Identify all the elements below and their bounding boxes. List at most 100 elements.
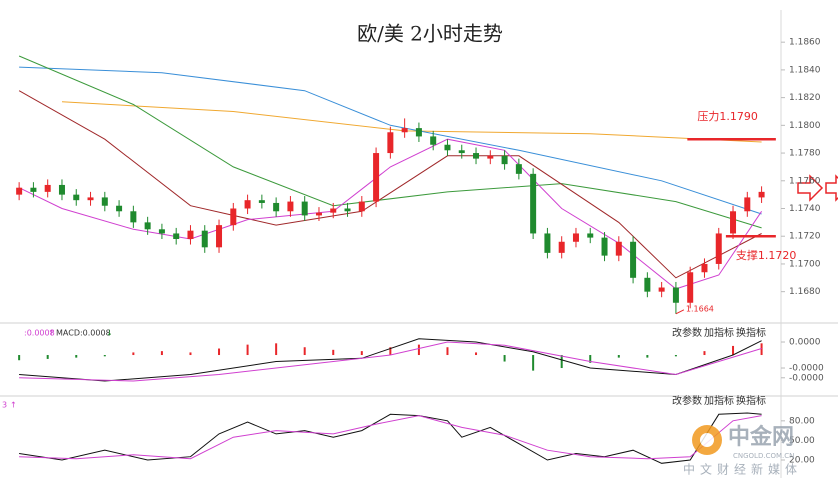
indicator-button[interactable]: 改参数 [672,326,702,339]
candle-body [373,153,380,202]
candle-body [558,241,565,253]
indicator-button[interactable]: 加指标 [704,326,734,339]
arrow-glyph: ↑ [10,401,17,410]
y-tick-label: 20.00 [789,455,815,465]
y-tick-label: 1.1780 [789,149,821,159]
candle-body [587,233,594,238]
candle-body [401,128,408,133]
indicator-line [19,66,762,215]
candle-body [44,184,51,192]
candle-body [601,237,608,256]
macd-bar [360,351,363,356]
kdj-header: 3 [2,401,7,410]
indicator-line [18,90,762,279]
macd-bar [732,345,735,356]
macd-bar [560,355,563,369]
candle-body [515,164,522,174]
candle-body [258,200,265,203]
macd-bar [132,352,135,356]
macd-bar [646,355,649,358]
candle-body [530,173,537,234]
candle-body [116,205,123,212]
candle-body [458,150,465,154]
macd-bar [703,351,706,356]
low-pointer [675,309,685,315]
candle-body [672,287,679,303]
y-tick-label: 1.1720 [789,232,821,242]
y-tick-label: 0.0000 [789,338,821,348]
indicator-button[interactable]: 换指标 [736,394,766,407]
candle-body [187,230,194,239]
candle-body [501,155,508,165]
candle-body [130,211,137,223]
indicator-line [19,412,762,464]
indicator-button[interactable]: 改参数 [672,394,702,407]
macd-bar [75,355,78,358]
macd-bar [503,355,506,362]
candle-body [630,241,637,278]
y-tick-label: -0.0000 [789,373,824,383]
candle-body [101,197,108,206]
y-tick-label: 1.1860 [789,38,821,48]
candle-body [715,233,722,264]
level-label: 压力1.1790 [697,110,758,123]
arrow-icon [797,174,824,202]
macd-header: MACD:0.0008 [56,329,111,338]
macd-bar [46,355,49,359]
candle-body [158,229,165,234]
candle-body [216,225,223,248]
macd-bar [18,355,21,361]
indicator-line [19,341,762,382]
candle-body [544,233,551,253]
indicator-line [18,138,763,290]
macd-bar [218,348,221,356]
y-tick-label: 1.1680 [789,287,821,297]
low-label: 1.1664 [686,304,714,313]
indicator-button[interactable]: 加指标 [704,394,734,407]
watermark-slogan: 中文财经新媒体 [683,462,802,477]
macd-bar [189,352,192,356]
chart-title: 欧/美 2小时走势 [357,22,503,46]
macd-bar [332,349,335,356]
candle-body [30,187,37,192]
candle-body [87,197,94,201]
y-tick-label: 80.00 [789,416,815,426]
candle-body [658,287,665,292]
indicator-line [19,415,762,460]
watermark-brand: 中金网 [728,424,794,450]
macd-bar [446,347,449,356]
y-tick-label: 1.1760 [789,176,821,186]
macd-bar [674,355,677,357]
candle-body [201,230,208,248]
candle-body [730,211,737,234]
arrow-glyph: ↓ [106,329,113,338]
candle-body [473,153,480,159]
y-tick-label: -0.0000 [789,364,824,374]
candle-body [444,144,451,151]
macd-header: :0.0008 [24,329,55,338]
y-tick-label: 50.00 [789,436,815,446]
macd-bar [389,347,392,356]
candle-body [758,191,765,198]
y-tick-label: 1.1740 [789,204,821,214]
macd-bar [303,347,306,356]
candle-body [744,197,751,212]
watermark-logo [700,433,714,447]
candle-body [244,200,251,209]
y-tick-label: 1.1820 [789,93,821,103]
macd-bar [475,352,478,356]
indicator-button[interactable]: 换指标 [736,326,766,339]
candle-body [301,201,308,216]
macd-bar [760,343,763,356]
candle-body [273,202,280,212]
candle-body [615,241,622,256]
candle-body [487,155,494,159]
candle-body [430,136,437,145]
y-tick-label: 1.1800 [789,121,821,131]
candle-body [387,132,394,154]
macd-bar [275,343,278,356]
candle-body [330,208,337,213]
macd-bar [589,355,592,363]
watermark-domain: CNGOLD.COM.CN [733,452,794,460]
